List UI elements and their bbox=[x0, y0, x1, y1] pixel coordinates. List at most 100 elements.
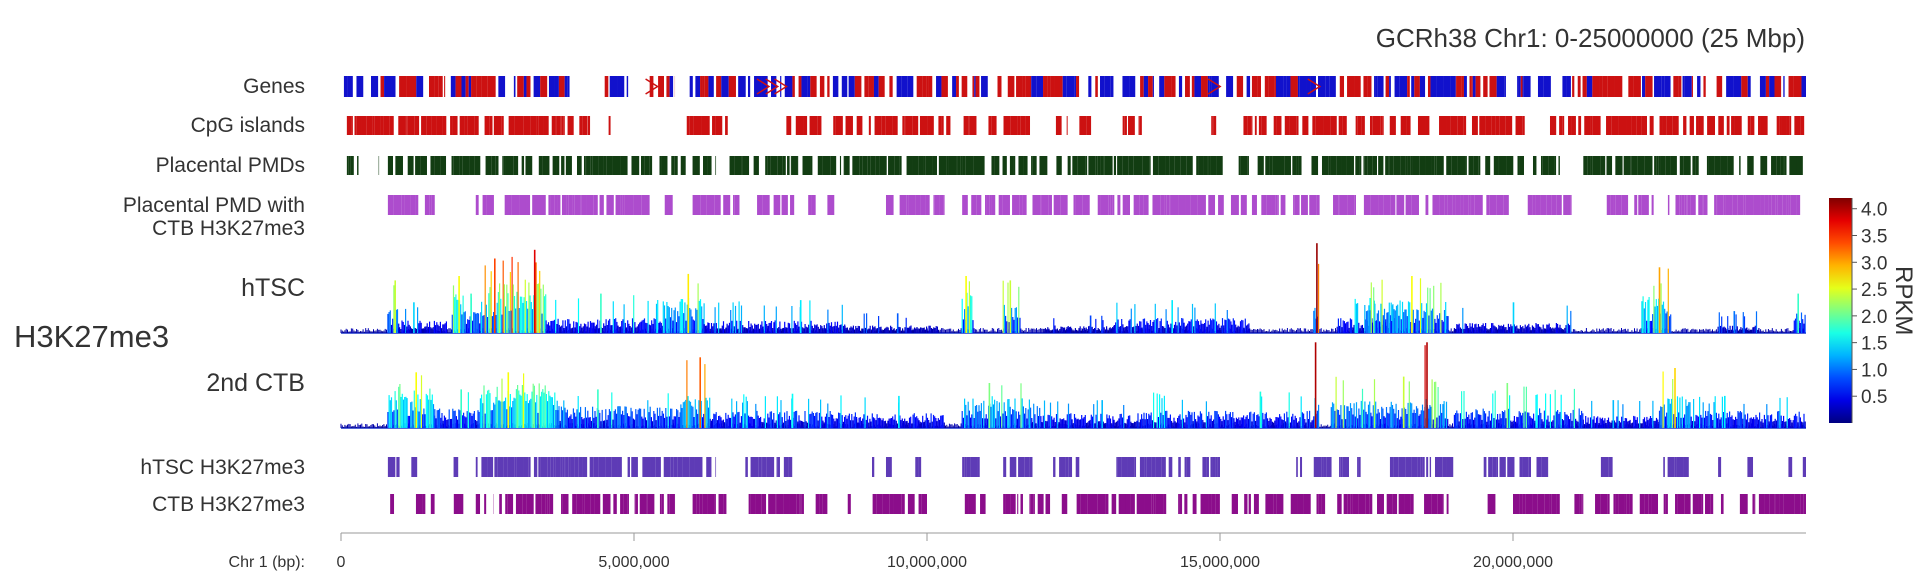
interval-cpg-10 bbox=[1086, 116, 1092, 135]
interval-cpg-3 bbox=[587, 116, 591, 135]
interval-pmd-4 bbox=[875, 156, 880, 175]
interval-pmd-7 bbox=[1367, 156, 1373, 175]
interval-cpg-14 bbox=[1355, 116, 1358, 135]
interval-htsc_k27-12 bbox=[1116, 457, 1118, 477]
interval-cpg-17 bbox=[1606, 116, 1612, 135]
interval-pmd-2 bbox=[631, 156, 640, 175]
interval-ctb_k27-20 bbox=[1665, 494, 1668, 514]
interval-cpg-0 bbox=[351, 116, 353, 135]
interval-htsc_k27-15 bbox=[1339, 457, 1341, 477]
interval-cpg-5 bbox=[701, 116, 708, 135]
interval-cpg-18 bbox=[1794, 116, 1801, 135]
interval-cpg-7 bbox=[868, 116, 871, 135]
interval-cpg-2 bbox=[582, 116, 588, 135]
interval-pmd_ctb-11 bbox=[1432, 195, 1440, 215]
interval-cpg-18 bbox=[1781, 116, 1787, 135]
interval-genes-4 bbox=[1016, 76, 1023, 97]
interval-pmd_ctb-2 bbox=[519, 195, 525, 215]
interval-cpg-2 bbox=[536, 116, 539, 135]
interval-pmd-6 bbox=[1247, 156, 1249, 175]
interval-cpg-7 bbox=[885, 116, 893, 135]
interval-htsc_k27-16 bbox=[1411, 457, 1418, 477]
interval-cpg-18 bbox=[1707, 116, 1715, 135]
interval-ctb_k27-20 bbox=[1790, 494, 1795, 514]
interval-ctb_k27-6 bbox=[822, 494, 828, 514]
interval-htsc_k27-17 bbox=[1536, 457, 1542, 477]
interval-pmd-7 bbox=[1405, 156, 1408, 175]
interval-pmd_ctb-13 bbox=[1546, 195, 1552, 215]
interval-pmd_ctb-14 bbox=[1651, 195, 1654, 215]
interval-htsc_k27-12 bbox=[1127, 457, 1135, 477]
interval-pmd-8 bbox=[1796, 156, 1803, 175]
interval-genes-2 bbox=[626, 76, 629, 97]
interval-pmd-7 bbox=[1407, 156, 1411, 175]
interval-pmd_ctb-14 bbox=[1621, 195, 1627, 215]
interval-ctb_k27-5 bbox=[748, 494, 751, 514]
interval-pmd-6 bbox=[1257, 156, 1264, 175]
interval-cpg-7 bbox=[892, 116, 898, 135]
interval-pmd_ctb-2 bbox=[557, 195, 561, 215]
interval-pmd-0 bbox=[350, 156, 354, 175]
interval-genes-3 bbox=[669, 76, 674, 97]
interval-cpg-8 bbox=[963, 116, 969, 135]
interval-cpg-8 bbox=[991, 116, 997, 135]
interval-cpg-15 bbox=[1406, 116, 1411, 135]
interval-htsc_k27-4 bbox=[494, 457, 498, 477]
interval-genes-4 bbox=[1104, 76, 1111, 97]
interval-pmd_ctb-14 bbox=[1641, 195, 1649, 215]
interval-ctb_k27-3 bbox=[535, 494, 542, 514]
interval-cpg-15 bbox=[1425, 116, 1430, 135]
interval-genes-4 bbox=[1455, 76, 1457, 97]
interval-cpg-17 bbox=[1571, 116, 1576, 135]
interval-cpg-17 bbox=[1562, 116, 1565, 135]
interval-pmd_ctb-7 bbox=[998, 195, 1003, 215]
interval-cpg-14 bbox=[1330, 116, 1337, 135]
interval-ctb_k27-4 bbox=[699, 494, 703, 514]
interval-pmd-4 bbox=[859, 156, 863, 175]
interval-genes-2 bbox=[617, 76, 625, 97]
interval-pmd-4 bbox=[973, 156, 980, 175]
interval-pmd_ctb-8 bbox=[1032, 195, 1041, 215]
interval-pmd-8 bbox=[1783, 156, 1785, 175]
interval-genes-4 bbox=[868, 76, 874, 97]
interval-cpg-2 bbox=[556, 116, 561, 135]
interval-ctb_k27-19 bbox=[1648, 494, 1652, 514]
interval-pmd_ctb-1 bbox=[475, 195, 479, 215]
interval-htsc_k27-17 bbox=[1547, 457, 1549, 477]
interval-cpg-2 bbox=[567, 116, 574, 135]
interval-ctb_k27-3 bbox=[667, 494, 670, 514]
interval-genes-4 bbox=[1443, 76, 1451, 97]
interval-cpg-18 bbox=[1662, 116, 1667, 135]
interval-cpg-1 bbox=[464, 116, 468, 135]
interval-pmd-5 bbox=[1013, 156, 1016, 175]
interval-pmd-2 bbox=[649, 156, 653, 175]
interval-ctb_k27-5 bbox=[799, 494, 801, 514]
interval-htsc_k27-16 bbox=[1422, 457, 1425, 477]
interval-ctb_k27-20 bbox=[1779, 494, 1784, 514]
interval-pmd_ctb-11 bbox=[1470, 195, 1472, 215]
interval-pmd-3 bbox=[797, 156, 799, 175]
interval-genes-4 bbox=[1518, 76, 1521, 97]
interval-htsc_k27-15 bbox=[1358, 457, 1361, 477]
interval-pmd_ctb-1 bbox=[511, 195, 519, 215]
interval-genes-4 bbox=[1318, 76, 1326, 97]
interval-pmd-6 bbox=[1216, 156, 1223, 175]
interval-ctb_k27-11 bbox=[1076, 494, 1081, 514]
interval-genes-4 bbox=[848, 76, 854, 97]
strand-arrow-0 bbox=[645, 78, 659, 95]
interval-genes-4 bbox=[1043, 76, 1048, 97]
interval-cpg-1 bbox=[436, 116, 443, 135]
interval-ctb_k27-14 bbox=[1318, 494, 1322, 514]
interval-ctb_k27-10 bbox=[1017, 494, 1019, 514]
interval-ctb_k27-17 bbox=[1525, 494, 1533, 514]
interval-ctb_k27-20 bbox=[1677, 494, 1685, 514]
interval-genes-0 bbox=[471, 76, 477, 97]
interval-pmd_ctb-13 bbox=[1535, 195, 1541, 215]
interval-pmd-7 bbox=[1431, 156, 1435, 175]
interval-cpg-17 bbox=[1626, 116, 1632, 135]
interval-ctb_k27-5 bbox=[755, 494, 762, 514]
group-label-h3k27me3: H3K27me3 bbox=[14, 319, 169, 354]
interval-genes-4 bbox=[1673, 76, 1679, 97]
interval-htsc_k27-5 bbox=[788, 457, 793, 477]
interval-ctb_k27-21 bbox=[1803, 494, 1806, 514]
